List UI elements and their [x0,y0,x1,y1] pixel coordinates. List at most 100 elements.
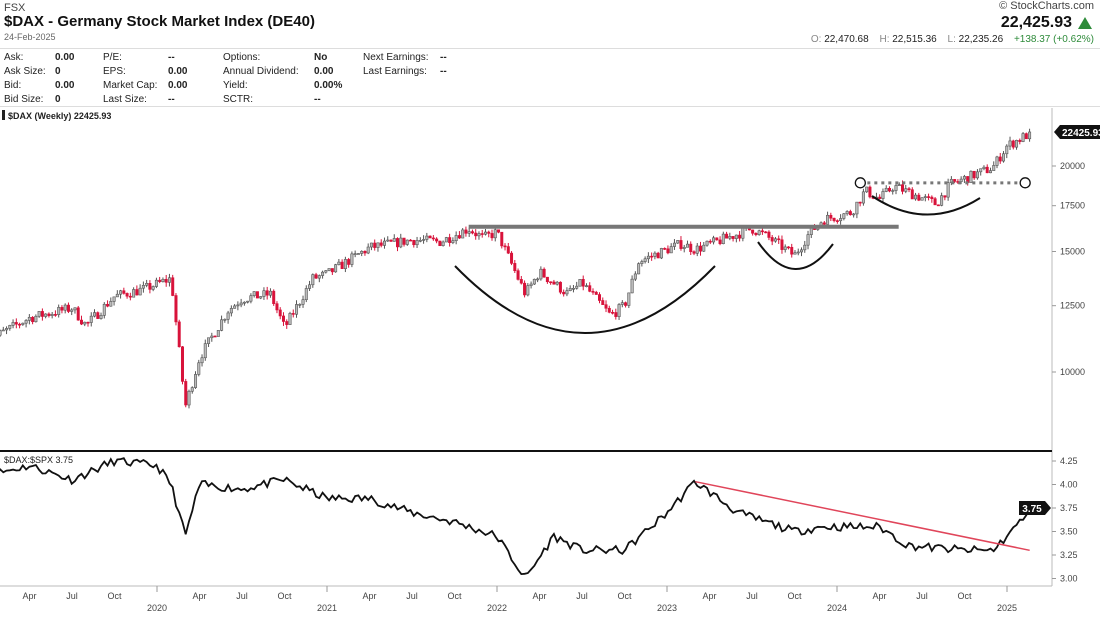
info-row: Bid Size: 0 [4,93,74,107]
candle [304,288,308,300]
candle [441,241,445,246]
candle [646,255,650,260]
candle [337,261,341,265]
candle [187,390,191,406]
info-key: Bid Size: [4,94,44,105]
candle [516,270,520,280]
y-tick-label: 20000 [1060,161,1085,171]
candle [18,323,22,326]
candle [790,246,794,255]
candle [861,191,865,204]
candle [194,374,198,388]
candle [760,230,764,233]
info-key: EPS: [103,66,126,77]
candle [138,287,142,296]
candle [552,281,556,285]
candle [581,279,585,287]
info-key: Next Earnings: [363,52,429,63]
y-tick-label: 3.25 [1060,550,1078,560]
info-key: Market Cap: [103,80,158,91]
candles [0,128,1032,409]
candle [806,234,810,246]
candle [216,330,220,337]
candle [229,308,233,314]
candle [910,189,914,200]
candle [881,191,885,199]
candle [920,197,924,201]
candle [392,238,396,242]
candle [835,220,839,222]
candle [239,302,243,306]
candle [14,322,18,325]
candle [167,277,171,283]
candle [213,335,217,338]
candle [249,295,253,302]
candle [633,273,637,280]
candle [454,235,458,242]
candle [653,252,657,257]
candle [174,295,178,323]
info-key: Bid: [4,80,22,91]
candle [754,232,758,235]
candle [220,319,224,331]
candle [161,279,165,282]
x-year-label: 2025 [997,603,1017,613]
high-label: H: [879,34,890,45]
candle [536,278,540,281]
x-tick-label: Jul [746,591,758,601]
candle [571,287,575,290]
candle [1015,139,1019,148]
candle [786,246,790,249]
candle [672,242,676,247]
candle [308,284,312,289]
candle [60,307,64,311]
candle [493,229,497,239]
candle [959,178,963,182]
candle [314,274,318,279]
candle [148,283,152,290]
candle [1018,139,1022,142]
candle [1002,153,1006,162]
candle [444,237,448,243]
page-title: $DAX - Germany Stock Market Index (DE40) [4,13,315,30]
candle [985,166,989,174]
candle [0,330,2,336]
info-key: Annual Dividend: [223,66,299,77]
candle [425,235,429,240]
x-year-label: 2023 [657,603,677,613]
candle [933,198,937,206]
candle [435,238,439,242]
cup-arc [454,265,716,334]
info-row: P/E: -- [103,51,187,65]
info-key: P/E: [103,52,122,63]
candle [1011,140,1015,148]
candle [917,194,921,201]
candle [197,362,201,375]
candle [982,166,986,170]
candle [751,229,755,234]
exchange-label: FSX [4,2,26,14]
ratio-line [0,457,1031,576]
info-value: 0 [55,66,61,77]
candle [780,239,784,250]
candle [112,296,116,302]
low-value: 22,235.26 [958,34,1004,45]
candle [575,285,579,289]
candle [741,227,745,239]
info-row: Bid: 0.00 [4,79,74,93]
candle [969,170,973,183]
candle [826,214,830,225]
candle [855,201,859,215]
candle [457,235,461,239]
candle [317,275,321,279]
candle [373,242,377,248]
brand-logo[interactable]: © StockCharts.com [999,0,1094,12]
candle [405,239,409,245]
candle [5,328,9,331]
candle [584,285,588,287]
candle [962,176,966,180]
x-tick-label: Apr [22,591,36,601]
candle [549,281,553,284]
candle [1,329,5,332]
